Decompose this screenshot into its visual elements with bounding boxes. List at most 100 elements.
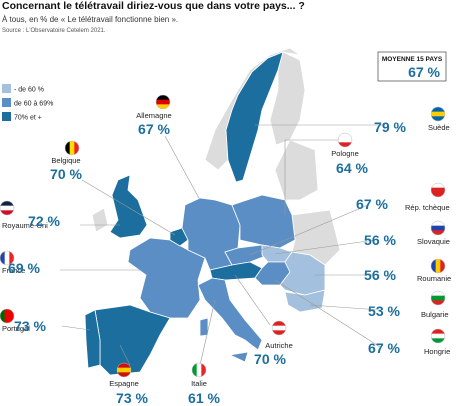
flag-stripe xyxy=(431,295,445,301)
flag-stripe xyxy=(431,192,445,197)
country-name: Belgique xyxy=(51,156,80,165)
country-value: 56 % xyxy=(364,232,396,248)
flag-stripe xyxy=(0,205,14,211)
flag-stripe xyxy=(272,330,286,335)
portugal xyxy=(84,309,101,369)
legend: - de 60 % de 60 à 69% 70% et + xyxy=(2,84,53,122)
flag-stripe xyxy=(431,107,445,112)
flag-stripe xyxy=(431,329,445,334)
italy xyxy=(197,277,263,351)
country-name: France xyxy=(2,266,25,275)
flag-stripe xyxy=(0,251,5,265)
country-value: 61 % xyxy=(188,390,220,406)
flag-ring xyxy=(430,106,446,122)
flag-ring xyxy=(0,308,15,324)
country-name: Slovaquie xyxy=(417,237,450,246)
flag-ring xyxy=(430,258,446,274)
country-name: Royaume-Uni xyxy=(2,221,48,230)
connector xyxy=(249,204,369,256)
flag-ring xyxy=(0,250,15,266)
country-name: Bulgarie xyxy=(421,310,449,319)
flag-ring xyxy=(0,200,15,216)
bulgaria xyxy=(284,289,326,313)
flag-stripe xyxy=(431,338,445,343)
flag-stripe xyxy=(338,133,352,138)
connector xyxy=(81,179,176,236)
average-frame xyxy=(377,51,447,82)
flag-stripe xyxy=(0,201,14,206)
legend-swatch xyxy=(2,98,11,107)
flag-stripe xyxy=(117,367,131,373)
flag xyxy=(0,251,14,265)
legend-swatch xyxy=(2,84,11,93)
flag-stripe xyxy=(431,116,445,121)
country-value: 69 % xyxy=(8,260,40,276)
country-name: Suède xyxy=(428,123,450,132)
flag-ring xyxy=(116,362,132,378)
flag-stripe xyxy=(431,187,445,193)
legend-label: de 60 à 69% xyxy=(14,101,53,108)
flag-stripe xyxy=(117,372,131,377)
flag-stripe xyxy=(156,104,170,109)
country-value: 67 % xyxy=(368,340,400,356)
country-value: 73 % xyxy=(116,390,148,406)
average-value: 67 % xyxy=(408,64,440,80)
flag xyxy=(0,201,14,215)
country-name: Roumanie xyxy=(417,274,451,283)
connector xyxy=(234,274,271,326)
country-value: 67 % xyxy=(356,196,388,212)
sweden xyxy=(225,51,284,183)
flag-ring xyxy=(155,94,171,110)
flag-stripe xyxy=(338,142,352,147)
flag xyxy=(431,183,445,197)
ireland xyxy=(91,207,109,233)
flag xyxy=(431,291,445,305)
flag-stripe xyxy=(117,363,131,368)
flag-stripe xyxy=(192,363,197,377)
sardinia xyxy=(199,317,209,337)
flag-stripe xyxy=(0,309,5,323)
flag-ring xyxy=(430,328,446,344)
flag-stripe xyxy=(65,141,70,155)
finland xyxy=(269,51,306,146)
country-value: 67 % xyxy=(138,121,170,137)
flag xyxy=(272,321,286,335)
flag-stripe xyxy=(4,251,10,265)
average-box: MOYENNE 15 PAYS 67 % xyxy=(377,51,447,82)
flag-stripe xyxy=(272,325,286,331)
flag xyxy=(0,309,14,323)
country-value: 72 % xyxy=(28,213,60,229)
country-name: Allemagne xyxy=(136,111,171,120)
flag xyxy=(192,363,206,377)
flag-ring xyxy=(64,140,80,156)
spain xyxy=(94,304,171,376)
country-value: 73 % xyxy=(14,318,46,334)
connector xyxy=(119,344,131,366)
legend-label: - de 60 % xyxy=(14,87,44,94)
country-value: 70 % xyxy=(254,351,286,367)
romania xyxy=(279,251,326,296)
country-value: 56 % xyxy=(364,267,396,283)
country-name: Rép. tchèque xyxy=(405,203,450,212)
connector xyxy=(61,325,91,331)
flag-stripe xyxy=(431,225,445,231)
flag-ring xyxy=(191,362,207,378)
flag-stripe xyxy=(74,141,79,155)
flag-stripe xyxy=(435,259,441,273)
flag xyxy=(431,221,445,235)
connectors xyxy=(60,124,385,366)
flag xyxy=(156,95,170,109)
country-value: 64 % xyxy=(336,160,368,176)
flag-stripe xyxy=(440,259,445,273)
country-name: Italie xyxy=(191,379,207,388)
flag-ring xyxy=(337,132,353,148)
flag xyxy=(338,133,352,147)
connector xyxy=(274,279,381,348)
country-name: Portugal xyxy=(2,324,30,333)
sicily xyxy=(228,351,249,363)
flag-stripe xyxy=(196,363,202,377)
flag xyxy=(431,259,445,273)
belgium xyxy=(169,227,189,247)
connector xyxy=(199,299,216,366)
